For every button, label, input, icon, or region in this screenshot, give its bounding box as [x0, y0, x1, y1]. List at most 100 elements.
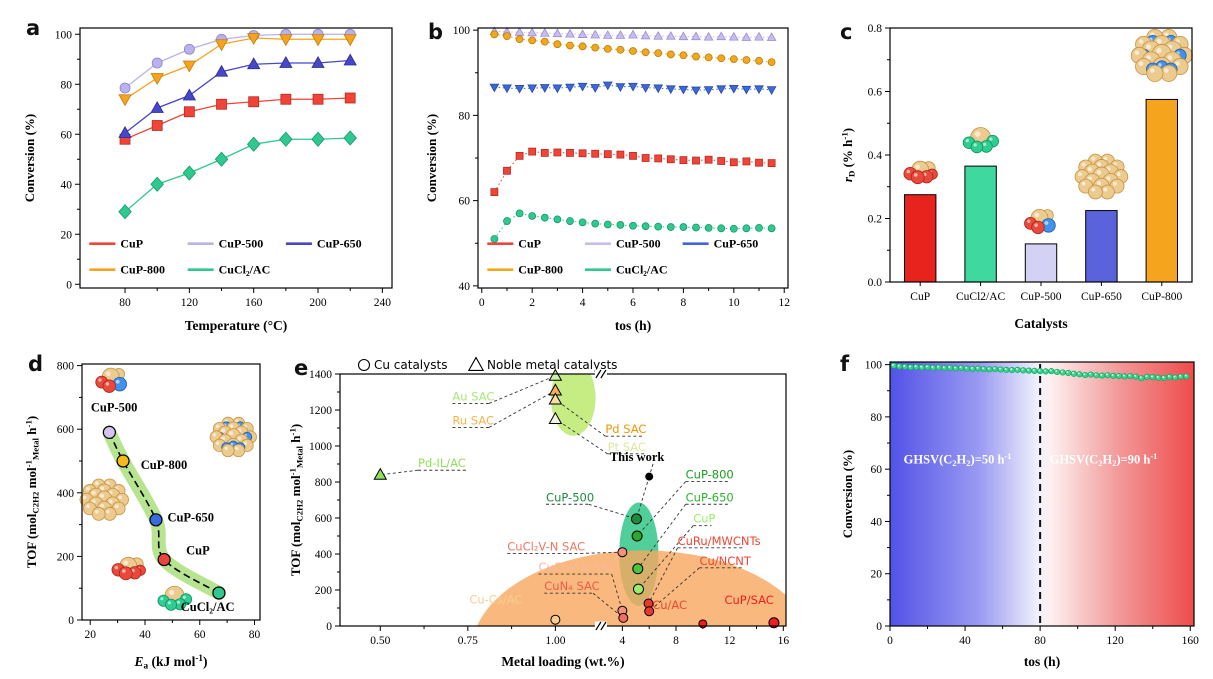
svg-text:CuP-500: CuP-500 — [219, 237, 264, 251]
panel-a-letter: a — [26, 16, 41, 40]
svg-text:0: 0 — [68, 615, 74, 627]
svg-text:Cu/NCNT: Cu/NCNT — [699, 554, 751, 568]
svg-text:40: 40 — [61, 179, 73, 191]
panel-a-conversion-vs-temperature: 80 120 160 200 240 0 20 40 60 80 100 Temperature (°… — [18, 12, 410, 342]
svg-text:CuP-650: CuP-650 — [686, 490, 734, 504]
svg-text:Cu-Cs/AC: Cu-Cs/AC — [469, 592, 522, 606]
svg-text:rD (% h-1): rD (% h-1) — [839, 128, 856, 182]
svg-text:CuP-650: CuP-650 — [1081, 291, 1122, 303]
svg-text:Catalysts: Catalysts — [1014, 316, 1067, 331]
svg-text:0.4: 0.4 — [868, 150, 883, 162]
svg-text:Pd-IL/AC: Pd-IL/AC — [418, 456, 466, 470]
svg-text:0.6: 0.6 — [868, 87, 883, 99]
svg-text:tos (h): tos (h) — [1024, 654, 1060, 669]
svg-text:160: 160 — [1182, 635, 1200, 647]
svg-text:6: 6 — [630, 297, 636, 309]
svg-text:This work: This work — [610, 450, 665, 464]
svg-text:Ru SAC: Ru SAC — [452, 413, 494, 427]
panel-f-chart: 0 40 80 120 160 0 20 40 60 80 100 tos (h) Conversion… — [840, 360, 1200, 669]
svg-text:Cu/AC: Cu/AC — [652, 598, 687, 612]
panel-e-chart: 0 200 400 600 800 1000 1200 1400 0.50 0.75 1.00 4 8 1… — [287, 356, 789, 669]
svg-text:Conversion (%): Conversion (%) — [22, 114, 37, 202]
svg-text:600: 600 — [315, 513, 333, 525]
svg-text:CuP: CuP — [518, 237, 541, 251]
svg-text:TOF (molC2H2 mol-1Metal h-1): TOF (molC2H2 mol-1Metal h-1) — [23, 416, 40, 568]
svg-text:1.00: 1.00 — [545, 635, 565, 647]
svg-text:600: 600 — [57, 424, 75, 436]
svg-text:20: 20 — [871, 569, 883, 581]
svg-text:CuP-500: CuP-500 — [91, 400, 138, 414]
svg-text:240: 240 — [374, 297, 392, 309]
svg-text:1400: 1400 — [309, 369, 332, 381]
svg-text:12: 12 — [778, 297, 790, 309]
svg-text:80: 80 — [1034, 635, 1046, 647]
panel-b-letter: b — [428, 20, 444, 44]
svg-text:CuP: CuP — [910, 291, 930, 303]
svg-text:0: 0 — [887, 635, 893, 647]
panel-d-tof-vs-ea: 20 40 60 80 0 200 400 600 800 Ea (kJ mol-1) TOF (m… — [20, 346, 270, 678]
svg-text:Cu catalysts: Cu catalysts — [374, 358, 447, 372]
svg-text:CuP-500: CuP-500 — [616, 237, 661, 251]
svg-text:0: 0 — [479, 297, 485, 309]
svg-text:CuP-650: CuP-650 — [167, 510, 214, 524]
svg-text:CuCl₂/AC: CuCl₂/AC — [616, 263, 668, 277]
svg-text:60: 60 — [61, 129, 73, 141]
svg-text:Noble metal catalysts: Noble metal catalysts — [487, 358, 617, 372]
svg-text:40: 40 — [959, 635, 971, 647]
svg-text:200: 200 — [315, 585, 333, 597]
svg-text:CuCl₂V-N SAC: CuCl₂V-N SAC — [507, 539, 585, 553]
svg-text:200: 200 — [309, 297, 327, 309]
panel-c-deactivation-rate-bars: 0.0 0.2 0.4 0.6 0.8 rD (% h-1) Catalysts CuP CuC… — [836, 12, 1208, 342]
svg-text:Pt SAC: Pt SAC — [608, 440, 646, 454]
svg-text:60: 60 — [871, 464, 883, 476]
svg-text:2: 2 — [529, 297, 535, 309]
svg-text:1200: 1200 — [309, 405, 332, 417]
panel-e-tof-vs-metal-loading: 0 200 400 600 800 1000 1200 1400 0.50 0.75 1.00 4 8 1… — [284, 346, 800, 678]
panel-d-letter: d — [28, 352, 44, 376]
svg-text:0: 0 — [326, 621, 332, 633]
svg-text:80: 80 — [119, 297, 131, 309]
svg-text:CuP-500: CuP-500 — [546, 490, 594, 504]
svg-text:tos (h): tos (h) — [615, 318, 651, 333]
svg-text:CuP-800: CuP-800 — [141, 458, 188, 472]
svg-text:8: 8 — [681, 297, 687, 309]
svg-text:100: 100 — [55, 29, 73, 41]
svg-text:20: 20 — [61, 229, 73, 241]
svg-text:0.50: 0.50 — [370, 635, 390, 647]
svg-text:160: 160 — [245, 297, 263, 309]
svg-text:1000: 1000 — [309, 441, 332, 453]
svg-text:4: 4 — [580, 297, 586, 309]
svg-text:100: 100 — [453, 25, 471, 37]
svg-text:0.2: 0.2 — [868, 214, 883, 226]
svg-text:CuCl₂/AC: CuCl₂/AC — [219, 263, 271, 277]
svg-text:10: 10 — [728, 297, 740, 309]
svg-text:CuCl₂/AC: CuCl₂/AC — [181, 600, 235, 614]
svg-text:0.8: 0.8 — [868, 23, 883, 35]
panel-c-chart: 0.0 0.2 0.4 0.6 0.8 rD (% h-1) Catalysts CuP CuC… — [839, 23, 1193, 331]
svg-text:Ea (kJ mol-1): Ea (kJ mol-1) — [134, 653, 208, 670]
svg-text:CuP/SAC: CuP/SAC — [724, 593, 773, 607]
svg-text:40: 40 — [139, 629, 151, 641]
svg-text:0: 0 — [66, 279, 72, 291]
svg-text:CuCl2/AC: CuCl2/AC — [956, 291, 1006, 303]
svg-text:0.75: 0.75 — [458, 635, 478, 647]
panel-e-letter: e — [294, 356, 309, 380]
svg-text:400: 400 — [315, 549, 333, 561]
svg-text:CuP: CuP — [186, 544, 210, 558]
svg-text:60: 60 — [459, 196, 471, 208]
svg-text:200: 200 — [57, 551, 75, 563]
svg-text:800: 800 — [57, 361, 75, 373]
svg-text:Conversion (%): Conversion (%) — [424, 114, 439, 202]
svg-text:CuP-800: CuP-800 — [518, 263, 563, 277]
panel-c-letter: c — [840, 20, 853, 44]
svg-text:CuP-800: CuP-800 — [686, 468, 734, 482]
svg-text:CuRu/MWCNTs: CuRu/MWCNTs — [678, 534, 761, 548]
panel-f-letter: f — [840, 352, 850, 376]
svg-text:Temperature (°C): Temperature (°C) — [185, 318, 288, 333]
svg-text:120: 120 — [181, 297, 199, 309]
panel-f-stability-test: 0 40 80 120 160 0 20 40 60 80 100 tos (h) Conversion… — [836, 346, 1208, 678]
svg-text:0: 0 — [876, 621, 882, 633]
svg-text:80: 80 — [459, 110, 471, 122]
svg-text:GHSV(C2H2)=50 h-1: GHSV(C2H2)=50 h-1 — [904, 451, 1012, 468]
